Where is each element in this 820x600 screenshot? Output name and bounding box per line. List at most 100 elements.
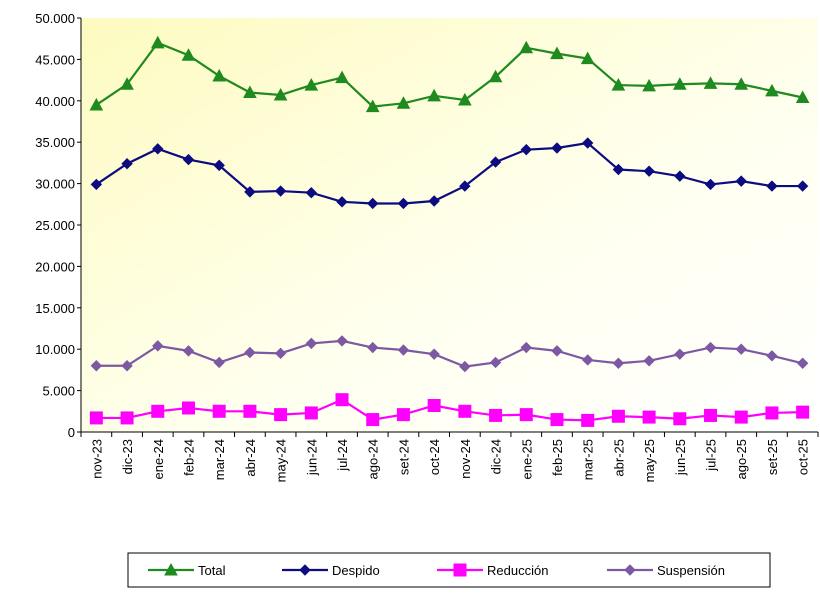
point — [90, 360, 103, 372]
point — [489, 408, 503, 422]
series-line — [96, 339, 803, 368]
x-tick-label: set-24 — [396, 439, 411, 475]
point — [427, 399, 441, 413]
point — [766, 350, 778, 362]
point — [152, 143, 164, 155]
point — [642, 78, 656, 92]
point — [181, 48, 196, 61]
point — [428, 195, 440, 207]
point — [121, 360, 133, 372]
point — [674, 348, 686, 360]
point — [488, 69, 503, 83]
legend-marker — [299, 564, 311, 576]
point — [643, 165, 655, 177]
x-tick-label: mar-24 — [212, 439, 227, 480]
point — [796, 405, 810, 419]
point — [120, 411, 134, 425]
point — [304, 78, 319, 91]
point — [519, 40, 534, 54]
point — [458, 404, 472, 418]
legend-label: Reducción — [487, 563, 548, 578]
point — [213, 159, 225, 172]
point — [244, 346, 256, 359]
x-tick-label: dic-24 — [489, 439, 504, 474]
point — [243, 404, 257, 418]
y-tick-label: 0 — [68, 425, 75, 440]
y-tick-label: 50.000 — [35, 11, 75, 26]
point — [396, 96, 411, 109]
point — [336, 335, 348, 347]
point — [428, 348, 440, 360]
point — [704, 341, 717, 354]
point — [367, 197, 379, 210]
y-tick-label: 20.000 — [35, 259, 75, 274]
point — [212, 68, 227, 82]
point — [243, 85, 257, 99]
point — [182, 153, 195, 166]
point — [212, 404, 226, 418]
point — [580, 51, 595, 65]
point — [551, 345, 563, 357]
x-tick-label: may-25 — [642, 439, 657, 482]
point — [244, 186, 256, 198]
point — [274, 408, 288, 422]
point — [335, 393, 349, 407]
x-tick-label: ago-24 — [366, 439, 381, 479]
point — [612, 163, 625, 176]
legend-label: Total — [198, 563, 226, 578]
point — [150, 35, 165, 49]
point — [735, 343, 747, 355]
point — [151, 404, 165, 418]
x-tick-label: oct-24 — [427, 439, 442, 475]
series-line — [95, 141, 803, 205]
x-tick-label: feb-24 — [181, 439, 196, 476]
point — [673, 412, 687, 426]
x-tick-label: nov-23 — [89, 439, 104, 479]
point — [181, 401, 195, 415]
point — [397, 344, 410, 356]
x-tick-label: may-24 — [274, 439, 289, 482]
legend-marker — [164, 562, 178, 576]
y-tick-label: 30.000 — [35, 177, 75, 192]
point — [89, 97, 104, 111]
point — [274, 347, 287, 360]
point — [365, 99, 380, 113]
x-tick-label: nov-24 — [458, 439, 473, 479]
point — [305, 337, 318, 350]
y-tick-label: 40.000 — [35, 94, 75, 109]
point — [459, 360, 471, 373]
point — [335, 70, 349, 84]
x-tick-label: oct-25 — [796, 439, 811, 475]
point — [520, 143, 532, 156]
point — [182, 345, 195, 357]
point — [336, 196, 348, 208]
point — [459, 180, 471, 192]
point — [274, 185, 287, 197]
point — [674, 170, 686, 182]
point — [90, 178, 103, 191]
point — [581, 137, 594, 149]
point — [581, 354, 594, 366]
point — [796, 357, 809, 369]
legend-label: Suspensión — [657, 563, 725, 578]
point — [611, 78, 626, 91]
x-tick-label: jun-25 — [673, 439, 688, 476]
legend-label: Despido — [332, 563, 380, 578]
legend-marker — [624, 564, 636, 576]
point — [305, 187, 318, 199]
y-tick-label: 25.000 — [35, 218, 75, 233]
point — [396, 408, 410, 422]
point — [120, 77, 134, 90]
point — [704, 408, 718, 422]
point — [581, 413, 595, 427]
point — [273, 87, 288, 101]
x-tick-label: abr-24 — [243, 439, 258, 477]
x-tick-label: jun-24 — [304, 439, 319, 476]
x-tick-label: mar-25 — [581, 439, 596, 480]
point — [551, 142, 563, 154]
point — [766, 180, 778, 192]
point — [550, 46, 564, 60]
point — [642, 410, 656, 424]
point — [795, 90, 810, 103]
point — [367, 341, 379, 354]
